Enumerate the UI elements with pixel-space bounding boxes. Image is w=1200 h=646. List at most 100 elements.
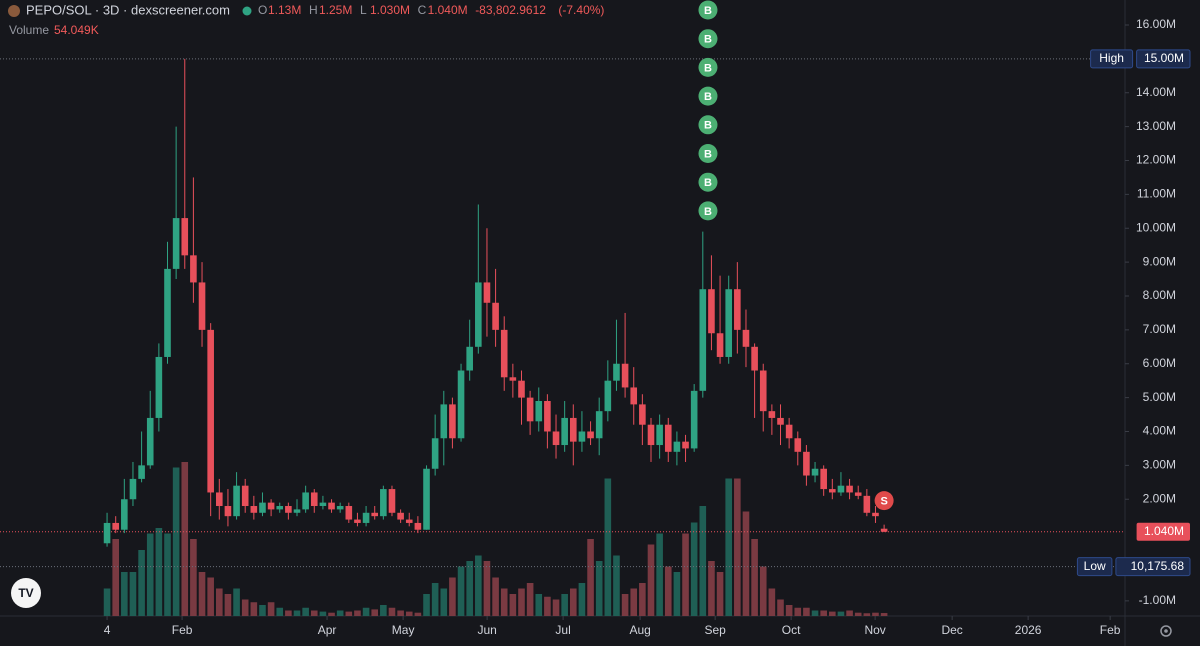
price-label: 15.00M	[1144, 51, 1184, 65]
volume-bar	[863, 613, 871, 616]
candle-body	[216, 492, 223, 507]
volume-bar	[267, 602, 275, 616]
volume-bar	[500, 588, 508, 616]
volume-bar	[414, 612, 422, 616]
ohlc-key: C	[418, 3, 427, 17]
volume-bar	[794, 607, 802, 616]
volume-bar	[544, 596, 551, 616]
candle-body	[578, 431, 586, 442]
volume-bar	[785, 605, 793, 616]
x-tick-label: 2026	[1015, 623, 1042, 637]
volume-bar	[103, 588, 111, 616]
candle-body	[664, 424, 672, 452]
volume-bar	[751, 539, 758, 616]
volume-bar	[872, 612, 879, 616]
price-name-box	[1090, 49, 1134, 69]
candle-body	[768, 411, 776, 418]
volume-bar	[647, 544, 655, 616]
candle-body	[734, 289, 741, 330]
candle-body	[604, 380, 612, 412]
x-tick-label: Dec	[941, 623, 962, 637]
volume-bar	[207, 577, 214, 616]
volume-bar	[431, 583, 439, 616]
ohlc-value: 1.040M	[428, 3, 468, 17]
candle-body	[673, 441, 681, 452]
candle-body	[639, 404, 646, 425]
trade-marker	[698, 201, 718, 221]
ohlc-value: 1.13M	[268, 3, 301, 17]
trade-marker	[698, 86, 718, 106]
y-tick-label: 14.00M	[1136, 85, 1176, 99]
volume-bar	[397, 610, 404, 616]
trade-marker-label: B	[704, 148, 712, 160]
volume-bar	[630, 588, 638, 616]
volume-bar	[613, 555, 620, 616]
settings-icon[interactable]	[1160, 625, 1172, 637]
volume-bar	[172, 467, 180, 616]
y-tick-label: 12.00M	[1136, 153, 1176, 167]
candle-body	[492, 302, 499, 330]
candle-body	[380, 489, 387, 517]
candle-body	[518, 380, 525, 398]
candle-body	[431, 438, 439, 469]
candle-body	[155, 356, 163, 418]
candle-body	[328, 502, 335, 510]
trade-marker-label: B	[704, 62, 712, 74]
candle-body	[440, 404, 448, 439]
candle-body	[388, 489, 396, 513]
candle-body	[561, 417, 568, 446]
candle-body	[500, 329, 508, 378]
volume-bar	[241, 599, 249, 616]
volume-bar	[285, 610, 292, 616]
trade-marker	[698, 29, 718, 49]
candle-body	[544, 401, 551, 432]
volume-bar	[155, 528, 163, 616]
candle-body	[362, 512, 370, 523]
x-tick-label: Jun	[477, 623, 496, 637]
volume-bar	[716, 572, 724, 616]
candle-body	[121, 499, 128, 530]
volume-bar	[690, 522, 698, 616]
candle-body	[190, 255, 197, 283]
volume-bar	[552, 599, 560, 616]
volume-bar	[302, 607, 309, 616]
volume-name: Volume	[9, 23, 49, 37]
candle-body	[302, 492, 309, 510]
y-tick-label: 16.00M	[1136, 17, 1176, 31]
candle-body	[829, 489, 836, 493]
volume-bar	[138, 550, 145, 616]
candle-body	[405, 519, 413, 523]
volume-bar	[509, 594, 517, 616]
volume-bar	[829, 611, 836, 616]
candle-body	[233, 485, 240, 517]
tradingview-logo: TV	[11, 578, 41, 608]
candle-body	[449, 404, 456, 439]
candle-body	[224, 506, 232, 517]
candle-body	[483, 282, 491, 303]
candle-body	[172, 218, 180, 269]
volume-bar	[354, 610, 361, 616]
volume-bar	[699, 506, 707, 616]
volume-bar	[526, 583, 534, 616]
ohlc-value: 1.030M	[370, 3, 410, 17]
x-tick-label: Apr	[318, 623, 337, 637]
trade-marker-label: B	[704, 177, 712, 189]
candle-body	[276, 506, 284, 510]
volume-bar	[371, 609, 379, 616]
volume-bar	[146, 533, 154, 616]
candle-body	[803, 451, 810, 476]
volume-bar	[492, 577, 499, 616]
trade-marker-label: B	[704, 91, 712, 103]
volume-bar	[233, 588, 240, 616]
volume-bar	[837, 611, 845, 616]
token-icon	[8, 5, 20, 17]
volume-bar	[535, 594, 543, 616]
y-tick-label: 10.00M	[1136, 220, 1176, 234]
candle-body	[207, 329, 214, 493]
candle-body	[751, 346, 758, 371]
y-tick-label: 7.00M	[1143, 322, 1176, 336]
volume-bar	[673, 572, 681, 616]
candle-body	[794, 438, 802, 452]
